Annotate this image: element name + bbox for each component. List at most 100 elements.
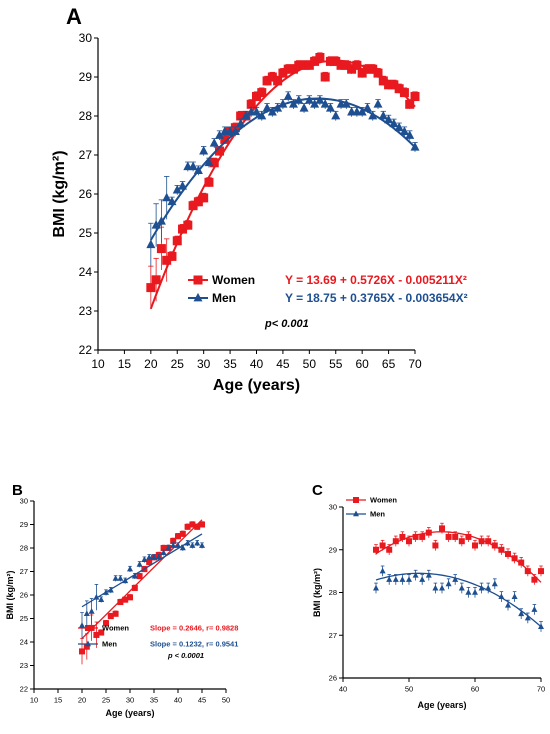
fit-equation: Y = 18.75 + 0.3765X - 0.003654X² [285, 291, 468, 305]
x-tick-label: 65 [382, 357, 396, 371]
data-point-men [172, 184, 182, 194]
data-point-men [389, 118, 399, 128]
data-point-men [505, 601, 511, 608]
data-point-men [267, 106, 277, 116]
x-tick-label: 45 [276, 357, 290, 371]
data-point-men [151, 220, 161, 229]
data-point-men [241, 110, 251, 120]
data-point-women [131, 584, 138, 591]
data-point-women [439, 525, 445, 532]
data-point-men [188, 161, 198, 171]
y-axis-label: BMI (kg/m²) [51, 150, 68, 237]
x-tick-label: 25 [171, 357, 185, 371]
data-point-women [252, 92, 261, 101]
data-point-men [199, 145, 209, 155]
data-point-men [117, 575, 124, 581]
legend-label: Men [370, 510, 385, 519]
data-point-women [204, 177, 214, 187]
y-tick-label: 28 [329, 588, 337, 597]
data-point-women [406, 538, 412, 545]
x-tick-label: 30 [126, 696, 134, 705]
data-point-women [199, 521, 205, 528]
data-point-women [425, 529, 432, 536]
data-point-men [83, 610, 90, 617]
data-point-women [127, 594, 133, 601]
data-point-men [373, 99, 383, 108]
data-point-men [167, 196, 177, 206]
data-point-men [194, 539, 201, 546]
data-point-women [257, 88, 267, 98]
data-point-men [410, 142, 420, 151]
data-point-women [410, 92, 420, 101]
legend-marker [85, 625, 91, 631]
data-point-women [485, 538, 492, 545]
data-point-women [472, 542, 478, 549]
data-point-women [389, 80, 399, 90]
data-point-women [399, 88, 409, 98]
x-tick-label: 15 [54, 696, 62, 705]
y-tick-label: 26 [329, 674, 337, 683]
data-point-women [336, 60, 346, 70]
panel-letter: C [312, 482, 323, 499]
data-point-men [518, 610, 525, 617]
y-tick-label: 27 [79, 148, 93, 162]
data-point-men [236, 118, 246, 128]
data-point-men [209, 138, 219, 147]
y-tick-label: 27 [329, 631, 337, 640]
y-axis-label: BMI (kg/m²) [312, 568, 322, 617]
data-point-men [178, 181, 188, 190]
data-point-men [262, 103, 272, 112]
data-point-men [193, 165, 203, 174]
data-point-men [392, 576, 399, 582]
data-point-women [419, 533, 426, 540]
legend-marker [85, 640, 91, 647]
y-tick-label: 22 [20, 685, 28, 694]
data-point-men [156, 216, 166, 225]
x-tick-label: 30 [197, 357, 211, 371]
data-point-men [472, 589, 478, 595]
legend-label: Women [102, 624, 129, 633]
data-point-men [368, 110, 378, 120]
x-tick-label: 40 [339, 685, 347, 694]
data-point-women [518, 559, 525, 566]
data-point-men [122, 577, 129, 584]
fit-line-women [149, 59, 416, 310]
data-point-women [294, 60, 304, 70]
y-tick-label: 30 [329, 503, 337, 512]
data-point-women [357, 68, 367, 78]
data-point-men [325, 103, 335, 112]
data-point-women [478, 538, 485, 545]
data-point-women [405, 99, 415, 109]
data-point-women [136, 573, 143, 580]
y-tick-label: 30 [79, 31, 93, 45]
data-point-women [273, 76, 283, 86]
data-point-men [379, 567, 386, 574]
data-point-men [162, 192, 172, 202]
data-point-women [394, 84, 404, 94]
data-point-men [103, 589, 109, 595]
data-point-women [93, 631, 100, 638]
y-tick-label: 25 [20, 614, 28, 623]
y-tick-label: 24 [79, 265, 93, 279]
data-point-women [98, 629, 105, 636]
legend-label: Men [102, 640, 117, 649]
data-point-men [452, 576, 459, 582]
p-value-annotation: p < 0.0001 [167, 651, 204, 660]
data-point-men [146, 239, 156, 249]
data-point-men [204, 157, 214, 167]
data-point-women [368, 64, 378, 74]
data-point-women [162, 255, 172, 265]
x-tick-label: 60 [355, 357, 369, 371]
data-point-men [175, 542, 181, 548]
x-tick-label: 70 [408, 357, 422, 371]
data-point-women [79, 648, 85, 655]
data-point-women [146, 559, 153, 566]
data-point-women [199, 193, 209, 203]
data-point-men [531, 606, 538, 612]
legend-marker [193, 275, 203, 285]
y-tick-label: 25 [79, 226, 93, 240]
data-point-men [399, 576, 406, 582]
data-point-men [278, 99, 288, 108]
data-point-men [252, 106, 261, 116]
fit-equation: Y = 13.69 + 0.5726X - 0.005211X² [285, 273, 467, 287]
